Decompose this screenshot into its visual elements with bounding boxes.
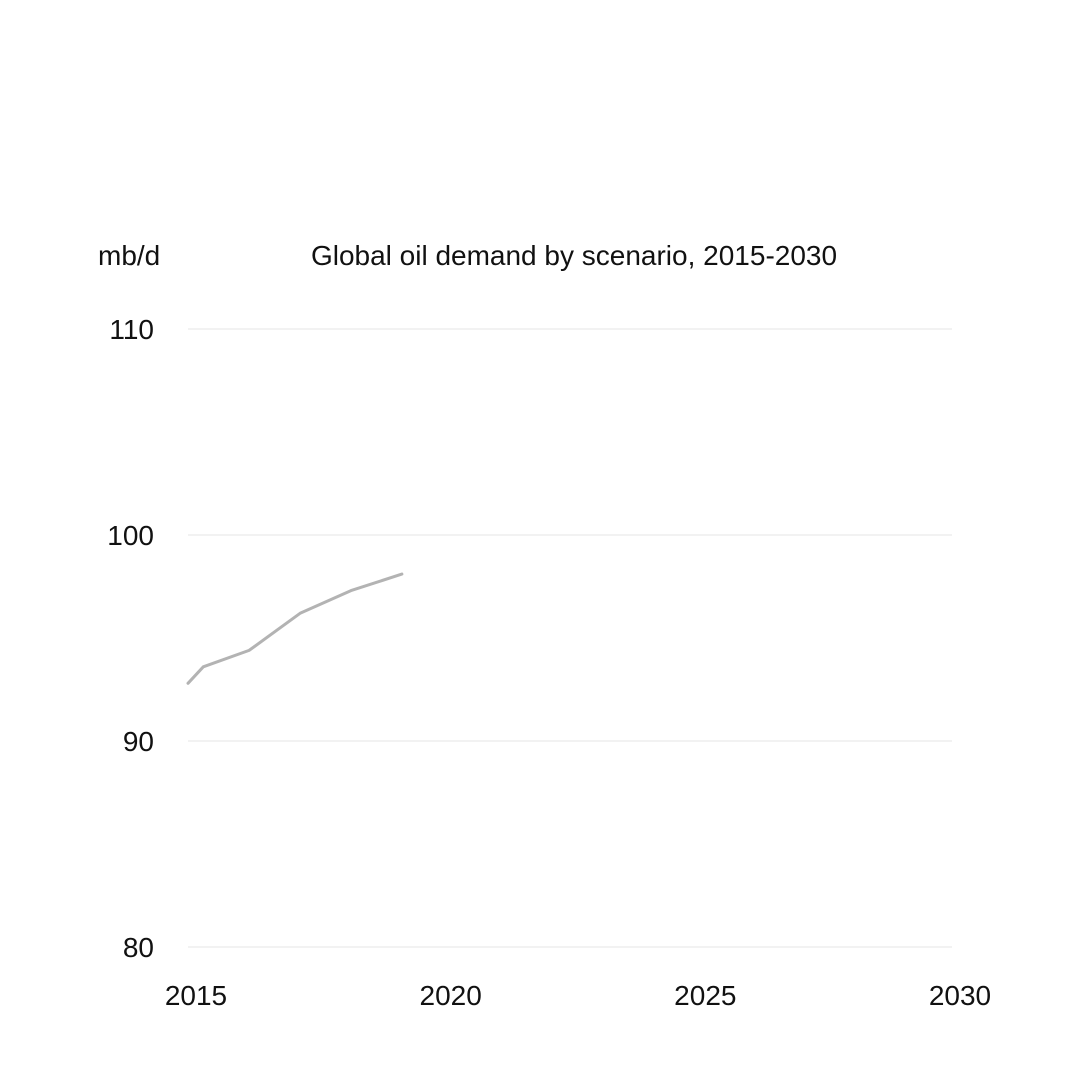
- chart-title: Global oil demand by scenario, 2015-2030: [311, 240, 837, 271]
- y-axis-unit-label: mb/d: [98, 240, 160, 271]
- x-tick-label-2030: 2030: [929, 980, 991, 1011]
- y-tick-label-100: 100: [107, 520, 154, 551]
- series-group: [186, 572, 404, 685]
- y-tick-label-90: 90: [123, 726, 154, 757]
- series-1-point-2: [248, 649, 250, 651]
- series-1-point-0: [187, 682, 189, 684]
- x-tick-label-2025: 2025: [674, 980, 736, 1011]
- y-tick-label-110: 110: [109, 314, 154, 345]
- gridlines: [188, 328, 952, 948]
- series-1-point-3: [299, 612, 301, 614]
- y-tick-label-80: 80: [123, 932, 154, 963]
- series-1-point-1: [202, 666, 204, 668]
- y-axis-ticks: 80 90 100 110: [107, 314, 154, 963]
- x-axis-ticks: 2015 2020 2025 2030: [165, 980, 991, 1011]
- x-tick-label-2015: 2015: [165, 980, 227, 1011]
- x-tick-label-2020: 2020: [420, 980, 482, 1011]
- series-1-point-5: [401, 573, 403, 575]
- series-line-1: [186, 572, 404, 685]
- series-1-point-4: [350, 590, 352, 592]
